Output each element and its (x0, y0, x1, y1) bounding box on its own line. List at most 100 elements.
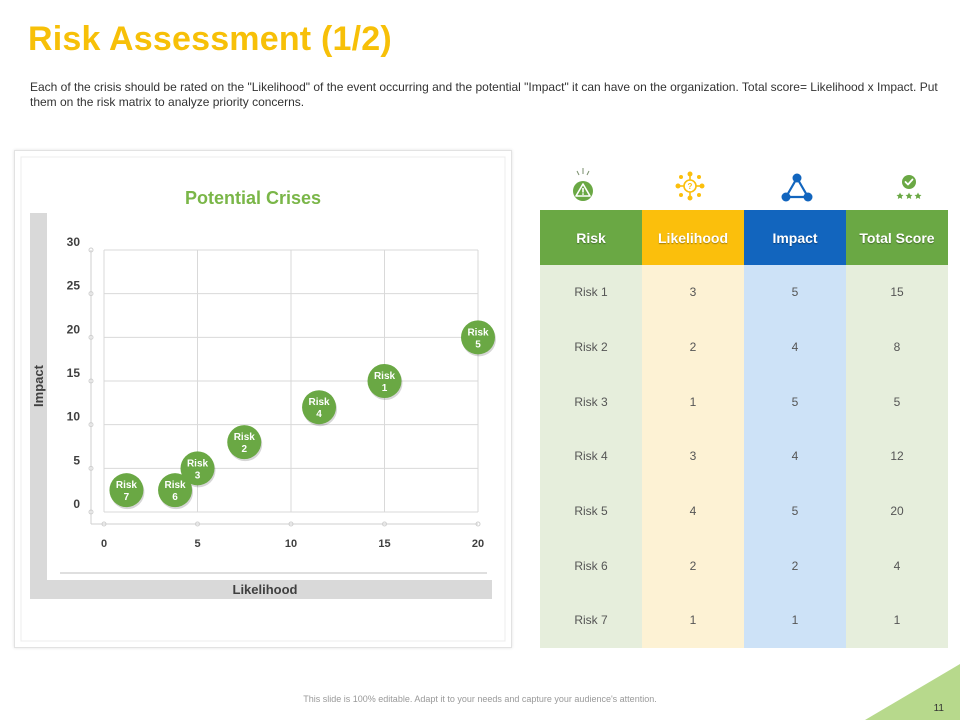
point-label: Risk (308, 397, 330, 408)
x-axis-band (30, 580, 492, 599)
cell-impact: 4 (744, 429, 846, 484)
point-label: Risk (467, 327, 489, 338)
y-tick-label: 5 (73, 453, 80, 467)
cell-risk: Risk 4 (540, 429, 642, 484)
network-icon: ? (675, 171, 705, 201)
cell-risk: Risk 7 (540, 593, 642, 648)
chart-title: Potential Crises (185, 188, 321, 208)
cell-impact: 5 (744, 374, 846, 430)
scatter-chart: Potential Crises Likelihood Impact 05101… (20, 156, 506, 642)
point-label: Risk (187, 458, 209, 469)
table-row: Risk 5 4 5 20 (540, 483, 948, 539)
cell-total-score: 4 (846, 538, 948, 594)
y-tick-label: 10 (67, 410, 81, 424)
point-label: Risk (234, 432, 256, 443)
bubble (227, 425, 262, 460)
point-label-number: 4 (316, 409, 322, 420)
table-row: Risk 7 1 1 1 (540, 593, 948, 648)
y-tick-label: 30 (67, 235, 81, 249)
table-row: Risk 6 2 2 4 (540, 538, 948, 594)
y-axis-band (30, 213, 47, 598)
cell-likelihood: 4 (642, 483, 744, 539)
point-label: Risk (116, 480, 138, 491)
point-label-number: 2 (241, 444, 247, 455)
table-header-row: Risk Likelihood Impact Total Score (540, 210, 948, 265)
y-tick-label: 0 (73, 497, 80, 511)
x-tick-label: 0 (101, 538, 107, 550)
footer-note: This slide is 100% editable. Adapt it to… (303, 694, 657, 704)
cell-impact: 5 (744, 483, 846, 539)
badge-stars-icon (896, 175, 922, 199)
cell-total-score: 12 (846, 429, 948, 484)
cell-total-score: 8 (846, 319, 948, 375)
cell-risk: Risk 2 (540, 319, 642, 375)
intro-text: Each of the crisis should be rated on th… (30, 80, 938, 109)
point-label-number: 5 (475, 339, 481, 350)
cell-risk: Risk 6 (540, 538, 642, 594)
point-label: Risk (374, 371, 396, 382)
bubble (158, 473, 193, 508)
cell-likelihood: 1 (642, 593, 744, 648)
x-tick-label: 10 (285, 538, 297, 550)
x-axis-label: Likelihood (233, 582, 298, 597)
y-axis-label: Impact (31, 364, 46, 407)
table-row: Risk 1 3 5 15 (540, 265, 948, 320)
triangle-network-icon (781, 173, 813, 202)
point-label-number: 7 (124, 492, 130, 503)
x-tick-label: 15 (378, 538, 390, 550)
point-label-number: 1 (382, 383, 388, 394)
header-risk: Risk (540, 210, 642, 265)
y-tick-label: 20 (67, 322, 81, 336)
bubble (367, 364, 402, 398)
cell-total-score: 20 (846, 483, 948, 539)
corner-decoration (865, 664, 960, 720)
x-tick-label: 20 (472, 538, 484, 550)
point-label-number: 6 (172, 492, 178, 503)
cell-likelihood: 2 (642, 538, 744, 594)
bubble (109, 473, 144, 508)
cell-risk: Risk 3 (540, 374, 642, 430)
table-row: Risk 4 3 4 12 (540, 429, 948, 484)
risk-table: Risk Likelihood Impact Total Score Risk … (540, 210, 948, 648)
svg-text:?: ? (688, 182, 693, 191)
cell-likelihood: 3 (642, 429, 744, 484)
bubble (461, 320, 495, 355)
y-tick-label: 15 (67, 366, 81, 380)
chart-card: Potential Crises Likelihood Impact 0 5 10 1… (14, 150, 512, 648)
cell-impact: 1 (744, 593, 846, 648)
table-row: Risk 2 2 4 8 (540, 319, 948, 375)
header-total-score: Total Score (846, 210, 948, 265)
table-row: Risk 3 1 5 5 (540, 374, 948, 430)
point-label-number: 3 (195, 470, 201, 481)
cell-risk: Risk 1 (540, 265, 642, 320)
chart-plot-panel (47, 213, 492, 580)
chart-inner-frame (20, 156, 506, 642)
cell-likelihood: 2 (642, 319, 744, 375)
y-tick-label: 25 (67, 279, 81, 293)
cell-impact: 4 (744, 319, 846, 375)
cell-risk: Risk 5 (540, 483, 642, 539)
cell-likelihood: 1 (642, 374, 744, 430)
header-likelihood: Likelihood (642, 210, 744, 265)
x-tick-label: 5 (194, 538, 200, 550)
slide-title: Risk Assessment (1/2) (28, 20, 392, 58)
warning-icon (573, 168, 593, 201)
cell-impact: 2 (744, 538, 846, 594)
cell-likelihood: 3 (642, 265, 744, 320)
header-impact: Impact (744, 210, 846, 265)
page-number: 11 (933, 703, 944, 714)
bubble (302, 390, 337, 425)
cell-impact: 5 (744, 265, 846, 320)
bubble (180, 451, 215, 486)
cell-total-score: 5 (846, 374, 948, 430)
cell-total-score: 15 (846, 265, 948, 320)
cell-total-score: 1 (846, 593, 948, 648)
point-label: Risk (164, 480, 186, 491)
